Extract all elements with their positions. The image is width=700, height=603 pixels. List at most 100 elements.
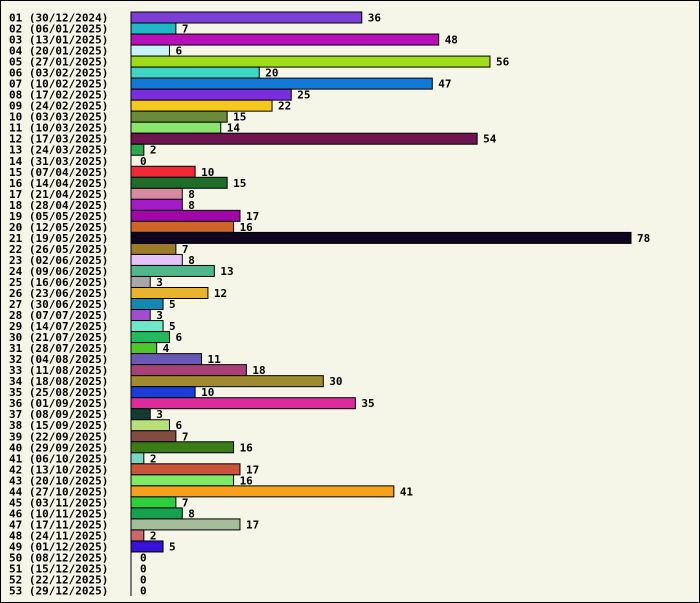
value-label: 0: [140, 574, 147, 587]
value-label: 8: [188, 254, 195, 267]
category-label: 21 (19/05/2025): [9, 232, 108, 245]
category-label: 50 (08/12/2025): [9, 551, 108, 564]
bar: [130, 342, 158, 355]
bar: [130, 529, 145, 542]
bar: [130, 320, 164, 333]
value-label: 6: [175, 331, 182, 344]
category-label: 36 (01/09/2025): [9, 397, 108, 410]
bar: [130, 287, 209, 299]
value-label: 17: [246, 518, 259, 531]
bar: [130, 110, 228, 123]
value-label: 14: [227, 122, 241, 135]
category-label: 18 (28/04/2025): [9, 199, 108, 212]
value-label: 41: [400, 485, 414, 498]
value-label: 5: [169, 540, 176, 553]
value-label: 36: [368, 12, 382, 25]
category-label: 35 (25/08/2025): [9, 386, 108, 399]
category-label: 12 (17/03/2025): [9, 133, 108, 146]
category-label: 46 (10/11/2025): [9, 507, 108, 520]
category-label: 17 (21/04/2025): [9, 188, 108, 201]
value-label: 3: [156, 408, 163, 421]
category-label: 51 (15/12/2025): [9, 563, 108, 576]
bar: [130, 540, 164, 553]
value-label: 0: [140, 563, 147, 576]
category-label: 49 (01/12/2025): [9, 540, 108, 553]
value-label: 48: [445, 34, 458, 47]
value-label: 0: [140, 551, 147, 564]
category-label: 23 (02/06/2025): [9, 254, 108, 267]
value-label: 15: [233, 111, 246, 124]
bar: [130, 209, 241, 222]
value-label: 20: [265, 67, 278, 80]
value-label: 6: [175, 45, 182, 58]
value-label: 0: [140, 585, 147, 598]
bar: [130, 375, 324, 388]
category-label: 03 (13/01/2025): [9, 34, 108, 47]
bars-group: [130, 11, 632, 553]
category-label: 28 (07/07/2025): [9, 309, 108, 322]
category-label: 22 (26/05/2025): [9, 243, 108, 256]
value-label: 25: [297, 89, 310, 102]
category-label: 48 (24/11/2025): [9, 529, 108, 542]
bar: [130, 44, 170, 57]
value-label: 47: [438, 78, 451, 91]
bar: [130, 452, 145, 465]
bar: [130, 408, 151, 421]
bar: [130, 463, 241, 476]
category-label: 27 (30/06/2025): [9, 298, 108, 311]
value-label: 11: [208, 353, 222, 366]
bar: [130, 496, 177, 509]
value-label: 13: [220, 265, 233, 278]
bar: [130, 419, 170, 432]
bar: [130, 143, 145, 156]
bar: [130, 198, 183, 211]
bar: [130, 176, 228, 189]
bar: [130, 275, 151, 288]
category-label: 30 (21/07/2025): [9, 331, 108, 344]
category-label: 20 (12/05/2025): [9, 221, 108, 234]
bar: [130, 22, 177, 35]
bar: [130, 397, 356, 410]
bar: [130, 121, 222, 134]
value-label: 5: [169, 298, 176, 311]
value-label: 7: [182, 496, 189, 509]
value-label: 7: [182, 430, 189, 443]
value-label: 35: [361, 397, 374, 410]
bar: [130, 264, 215, 277]
category-label: 08 (17/02/2025): [9, 89, 108, 102]
bar: [130, 474, 235, 487]
bar: [130, 99, 273, 112]
value-label: 6: [175, 419, 182, 432]
bar: [130, 132, 478, 145]
category-label: 38 (15/09/2025): [9, 419, 108, 432]
category-label: 24 (09/06/2025): [9, 265, 108, 278]
category-label: 01 (30/12/2024): [9, 12, 108, 25]
bar: [130, 55, 491, 68]
category-label: 31 (28/07/2025): [9, 342, 108, 355]
category-label: 05 (27/01/2025): [9, 56, 108, 69]
value-label: 7: [182, 243, 189, 256]
bar: [130, 187, 183, 200]
value-label: 16: [240, 441, 254, 454]
bar: [130, 309, 151, 322]
category-label: 16 (14/04/2025): [9, 177, 108, 190]
category-label: 26 (23/06/2025): [9, 287, 108, 300]
category-label: 06 (03/02/2025): [9, 67, 108, 80]
bar: [130, 364, 247, 377]
bar: [130, 77, 433, 90]
value-label: 2: [150, 452, 157, 465]
bar: [130, 11, 363, 24]
value-label: 3: [156, 276, 163, 289]
bar: [130, 242, 177, 255]
category-label: 47 (17/11/2025): [9, 518, 108, 531]
category-label: 19 (05/05/2025): [9, 210, 108, 223]
value-label: 3: [156, 309, 163, 322]
category-label: 10 (03/03/2025): [9, 111, 108, 124]
category-label: 40 (29/09/2025): [9, 441, 108, 454]
bar: [130, 386, 196, 399]
bar: [130, 165, 196, 178]
category-label: 07 (10/02/2025): [9, 78, 108, 91]
value-label: 54: [483, 133, 497, 146]
